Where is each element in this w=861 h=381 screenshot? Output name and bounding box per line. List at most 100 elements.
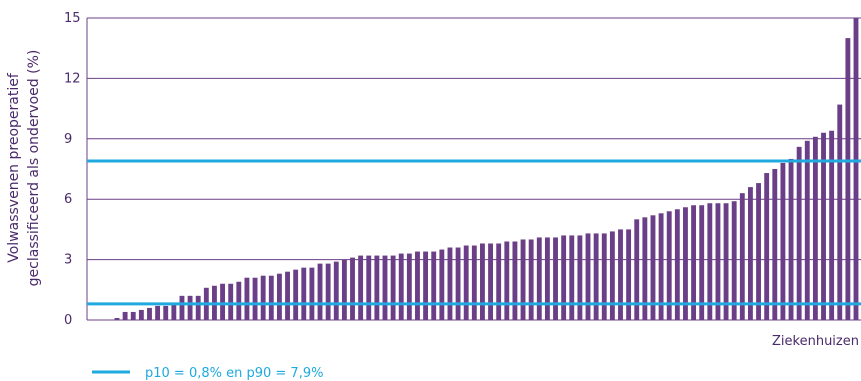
bar-76 [723,203,729,320]
bar-85 [796,146,802,320]
bar-69 [666,211,672,320]
bar-5 [147,307,152,320]
bar-28 [333,261,339,320]
bar-22 [285,271,290,320]
bar-29 [341,259,347,320]
bar-7 [163,305,169,320]
legend-label: p10 = 0,8% en p90 = 7,9% [145,366,323,381]
bar-92 [853,18,859,320]
bar-41 [439,249,445,320]
bar-71 [683,207,688,320]
bar-62 [609,231,615,320]
bar-65 [634,219,640,320]
y-axis-ticks: 0 3 6 9 12 15 [64,11,81,328]
bar-48 [496,243,502,320]
bar-78 [739,193,745,320]
bar-58 [577,235,583,320]
bar-63 [618,229,623,320]
bar-47 [488,243,493,320]
bar-38 [415,251,420,320]
bar-16 [236,281,242,320]
bar-8 [171,303,177,320]
bar-15 [228,283,234,320]
bar-86 [804,140,810,320]
bar-23 [293,269,299,320]
bar-56 [561,235,567,320]
bar-3 [130,311,136,320]
bar-89 [829,130,835,320]
bar-81 [764,173,770,320]
y-axis-title: Volwassvenen preoperatief geclassificeer… [6,50,42,287]
y-axis-label-line-1: Volwassvenen preoperatief [6,72,22,263]
y-tick-label-0: 0 [64,313,72,328]
y-tick-label-3: 3 [64,253,72,268]
bar-68 [658,213,664,320]
bar-49 [504,241,510,320]
bar-10 [187,295,193,320]
bar-54 [544,237,550,320]
bar-83 [780,162,786,320]
y-tick-label-15: 15 [64,11,81,26]
bar-45 [471,245,477,320]
bar-84 [788,158,794,320]
y-tick-label-12: 12 [64,71,81,86]
bar-series [114,18,859,321]
bar-31 [358,255,364,320]
bar-77 [731,201,737,320]
bar-11 [195,295,201,320]
bar-88 [821,132,826,320]
bar-66 [642,217,648,320]
bar-21 [276,273,282,320]
bar-42 [447,247,453,320]
bar-72 [691,205,697,320]
bar-1 [114,317,120,320]
bar-18 [252,277,258,320]
bar-26 [317,263,323,320]
bar-61 [601,233,607,320]
bar-79 [747,187,753,320]
bar-37 [406,253,412,320]
legend: p10 = 0,8% en p90 = 7,9% [92,366,323,381]
bar-59 [585,233,591,320]
bar-60 [593,233,599,320]
bar-4 [138,309,144,320]
bar-53 [536,237,542,320]
bar-20 [268,275,274,320]
y-tick-label-6: 6 [64,192,72,207]
bar-90 [837,104,843,320]
bar-9 [179,295,185,320]
bar-87 [812,136,818,320]
bar-25 [309,267,315,320]
bar-24 [301,267,307,320]
bar-52 [528,239,534,320]
y-axis-label-line-2: geclassificeerd als ondervoed (%) [26,50,42,287]
bar-50 [512,241,518,320]
bar-34 [382,255,388,320]
bar-43 [455,247,461,320]
bar-6 [155,305,161,320]
bar-17 [244,277,250,320]
bar-73 [699,205,705,320]
bar-14 [220,283,226,320]
bar-32 [366,255,372,320]
bar-33 [374,255,380,320]
bar-36 [398,253,404,320]
bar-74 [707,203,713,320]
bar-40 [431,251,437,320]
bar-82 [772,169,778,320]
bar-67 [650,215,656,320]
bar-19 [260,275,266,320]
x-axis-label: Ziekenhuizen [772,334,859,349]
bar-70 [674,209,680,320]
bar-75 [715,203,721,320]
bar-39 [423,251,429,320]
bar-30 [350,257,355,320]
reference-lines [87,159,861,306]
bar-64 [626,229,632,320]
bar-55 [553,237,558,320]
bar-57 [569,235,575,320]
y-tick-label-9: 9 [64,132,72,147]
bar-91 [845,38,851,321]
bar-80 [756,183,761,320]
